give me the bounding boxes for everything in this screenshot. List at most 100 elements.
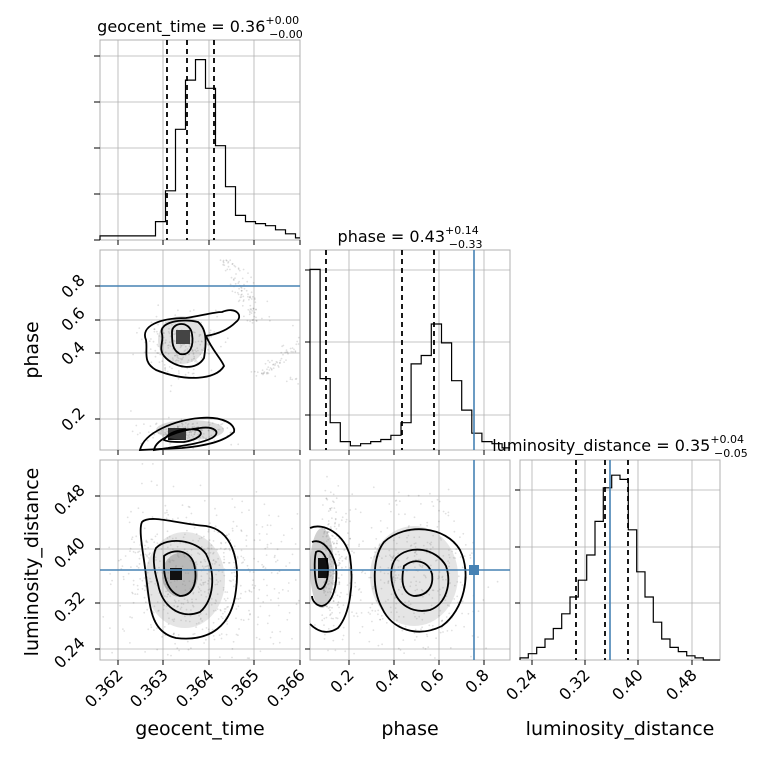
sample-point [173, 333, 176, 336]
sample-point [202, 349, 205, 352]
sample-point [239, 296, 242, 299]
sample-point [247, 308, 250, 311]
sample-point [111, 651, 113, 654]
sample-point [328, 553, 331, 556]
sample-point [262, 373, 264, 376]
sample-point [247, 293, 249, 296]
sample-point [222, 612, 224, 615]
sample-point [177, 370, 180, 372]
sample-point [210, 335, 213, 338]
sample-point [381, 557, 383, 560]
sample-point [297, 599, 300, 602]
sample-point [394, 607, 397, 609]
sample-point [188, 345, 191, 348]
sample-point [321, 614, 324, 616]
sample-point [404, 601, 406, 604]
sample-point [200, 579, 203, 581]
sample-point [255, 308, 257, 311]
sample-point [234, 575, 237, 578]
sample-point [237, 443, 240, 446]
sample-point [199, 583, 202, 586]
sample-point [192, 349, 195, 352]
sample-point [198, 622, 200, 624]
sample-point [213, 430, 215, 433]
sample-point [334, 590, 337, 592]
sample-point [413, 576, 415, 578]
sample-point [239, 597, 242, 599]
sample-point [399, 578, 402, 581]
sample-point [270, 599, 272, 601]
sample-point [277, 604, 280, 607]
sample-point [190, 647, 192, 649]
sample-point [467, 612, 470, 615]
sample-point [259, 605, 262, 608]
x-ticks [117, 240, 301, 245]
sample-point [447, 514, 450, 517]
sample-point [158, 335, 161, 337]
sample-point [463, 555, 466, 557]
sample-point [218, 564, 221, 566]
sample-point [334, 591, 337, 594]
sample-point [203, 558, 206, 561]
sample-point [175, 353, 178, 355]
sample-point [118, 559, 120, 562]
sample-point [178, 425, 181, 427]
sample-point [429, 542, 431, 545]
sample-point [274, 375, 277, 378]
sample-point [157, 610, 160, 612]
sample-point [205, 613, 208, 616]
sample-point [150, 626, 153, 629]
sample-point [454, 552, 457, 555]
sample-point [407, 604, 410, 607]
sample-point [240, 296, 243, 298]
sample-point [199, 613, 202, 615]
tick-label: 0.40 [50, 533, 89, 572]
sample-point [257, 616, 260, 618]
sample-point [199, 353, 202, 356]
sample-point [129, 547, 132, 550]
sample-point [434, 657, 436, 659]
sample-point [432, 534, 434, 537]
sample-point [177, 426, 179, 429]
sample-point [214, 602, 217, 605]
sample-point [324, 594, 327, 597]
sample-point [174, 600, 177, 603]
sample-point [438, 500, 441, 503]
sample-point [164, 321, 167, 324]
sample-point [201, 435, 204, 438]
sample-point [191, 598, 193, 601]
sample-point [141, 588, 144, 590]
sample-point [206, 572, 209, 575]
sample-point [268, 361, 271, 364]
sample-point [153, 330, 156, 333]
sample-point [193, 433, 196, 436]
sample-point [398, 624, 401, 626]
sample-point [224, 341, 227, 344]
sample-point [423, 612, 426, 615]
grid-lines [520, 460, 720, 660]
sample-point [321, 546, 324, 548]
sample-point [184, 589, 187, 592]
sample-point [146, 608, 149, 611]
sample-point [439, 631, 442, 634]
sample-point [442, 631, 444, 633]
sample-point [384, 600, 387, 603]
sample-point [166, 546, 169, 549]
sample-point [328, 580, 331, 582]
sample-point [326, 605, 328, 608]
sample-point [220, 345, 222, 348]
sample-point [332, 570, 335, 573]
sample-point [369, 606, 372, 609]
y-tick-labels-phase: 0.2 0.4 0.6 0.8 [57, 270, 88, 434]
sample-point [334, 517, 337, 520]
sample-point [446, 604, 449, 607]
sample-point [145, 539, 148, 542]
sample-point [339, 562, 341, 565]
sample-point [335, 546, 337, 549]
sample-point [228, 548, 231, 550]
sample-point [191, 601, 194, 604]
sample-point [392, 576, 395, 578]
sample-point [413, 516, 416, 519]
sample-point [237, 634, 239, 637]
sample-point [210, 544, 213, 547]
